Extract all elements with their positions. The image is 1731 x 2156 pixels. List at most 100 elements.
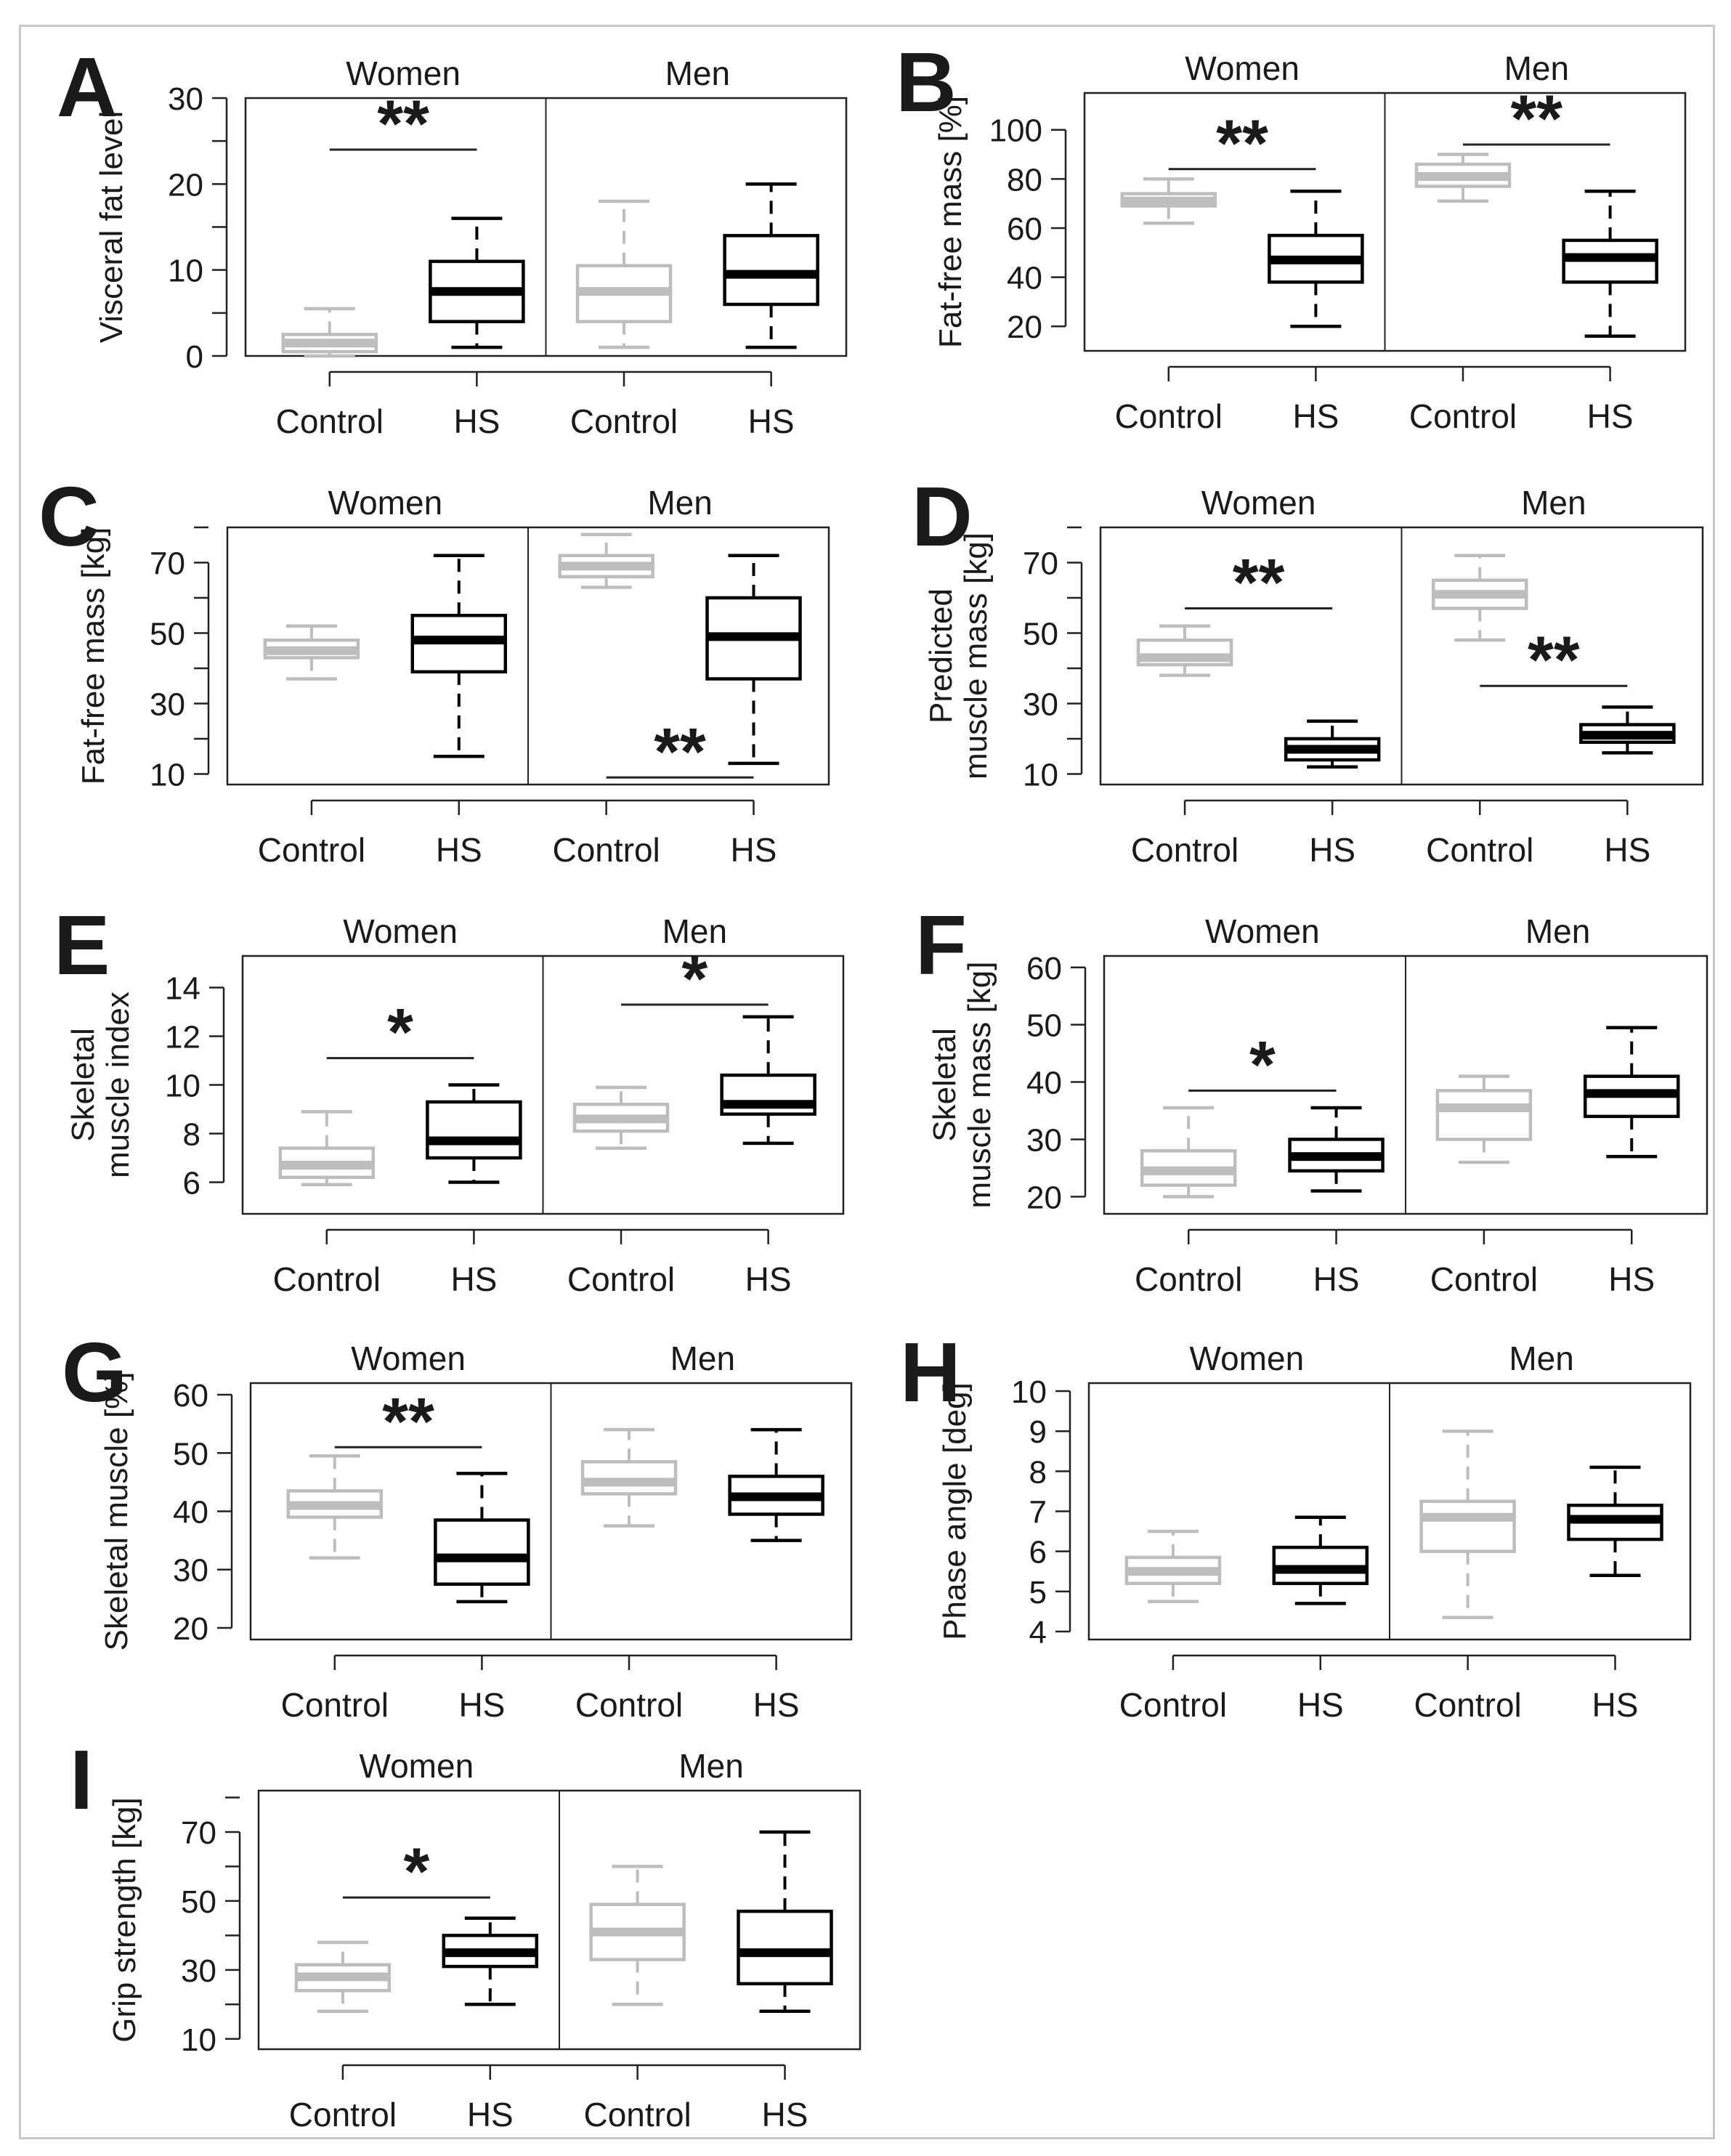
figure-frame bbox=[19, 25, 1715, 2139]
group-header-women: Women bbox=[1201, 484, 1316, 522]
y-tick-label: 60 bbox=[173, 1378, 208, 1414]
y-tick-label: 60 bbox=[1026, 951, 1062, 986]
y-tick-label: 7 bbox=[1029, 1495, 1047, 1531]
group-header-men: Men bbox=[1525, 912, 1590, 950]
box-men-control bbox=[580, 1427, 678, 1528]
y-tick-label: 40 bbox=[173, 1495, 208, 1531]
group-header-men: Men bbox=[1521, 484, 1586, 522]
y-tick-label: 80 bbox=[1007, 162, 1042, 198]
box-men-hs bbox=[1562, 189, 1658, 338]
box-women-control bbox=[1136, 624, 1233, 677]
y-tick-label: 30 bbox=[168, 81, 203, 117]
box-women-hs bbox=[434, 1472, 530, 1604]
y-tick-label: 10 bbox=[150, 757, 185, 793]
group-header-men: Men bbox=[1509, 1340, 1573, 1377]
y-axis-label: Visceral fat level bbox=[94, 111, 129, 344]
box-men-hs bbox=[723, 182, 819, 349]
panel-i: I Women Men 10 30 50 70 Grip strength [kg] Contr… bbox=[70, 1732, 862, 2133]
x-tick-label: Control bbox=[276, 402, 384, 440]
box-men-hs bbox=[737, 1830, 833, 2014]
y-axis-label: Grip strength [kg] bbox=[107, 1797, 142, 2042]
x-tick-label: Control bbox=[570, 402, 678, 440]
panel-e: E Women Men 6 8 10 12 14 Skeletal muscle index Con… bbox=[54, 898, 845, 1298]
significance-marker: * bbox=[387, 996, 413, 1070]
group-header-women: Women bbox=[1190, 1340, 1305, 1377]
box-men-control bbox=[1414, 153, 1512, 203]
y-tick-label: 70 bbox=[1023, 546, 1058, 581]
x-tick-label: Control bbox=[1135, 1260, 1242, 1298]
x-tick-label: HS bbox=[1587, 397, 1634, 435]
x-tick-label: Control bbox=[583, 2096, 691, 2133]
y-tick-label: 10 bbox=[165, 1069, 200, 1104]
box-women-hs bbox=[1284, 719, 1381, 769]
y-tick-label: 0 bbox=[186, 339, 203, 375]
y-axis-label: Phase angle [deg] bbox=[937, 1382, 973, 1640]
y-tick-label: 20 bbox=[168, 167, 203, 203]
x-tick-label: HS bbox=[1592, 1686, 1639, 1724]
x-tick-label: HS bbox=[450, 1260, 497, 1298]
box-iqr bbox=[580, 1460, 678, 1496]
significance-marker: ** bbox=[1216, 107, 1268, 181]
x-tick-label: HS bbox=[745, 1260, 792, 1298]
x-tick-label: HS bbox=[1309, 831, 1355, 869]
group-header-women: Women bbox=[346, 54, 461, 92]
box-men-control bbox=[589, 1865, 686, 2006]
y-tick-label: 20 bbox=[1026, 1180, 1062, 1215]
x-tick-label: Control bbox=[1426, 831, 1533, 869]
box-women-control bbox=[278, 1110, 376, 1187]
y-axis-label: muscle mass [kg] bbox=[962, 962, 997, 1209]
x-tick-label: HS bbox=[1292, 397, 1339, 435]
x-tick-label: Control bbox=[1430, 1260, 1538, 1298]
box-men-hs bbox=[1584, 1026, 1680, 1159]
y-tick-label: 30 bbox=[1023, 686, 1058, 722]
box-women-hs bbox=[1272, 1515, 1369, 1605]
x-tick-label: Control bbox=[1409, 397, 1517, 435]
group-header-men: Men bbox=[665, 54, 730, 92]
y-axis-label: Skeletal bbox=[927, 1028, 962, 1142]
significance-marker: * bbox=[1249, 1028, 1276, 1102]
y-tick-label: 50 bbox=[1023, 616, 1058, 652]
box-women-hs bbox=[429, 216, 525, 349]
x-tick-label: HS bbox=[731, 831, 777, 869]
box-women-control bbox=[281, 307, 378, 358]
x-tick-label: Control bbox=[258, 831, 365, 869]
panel-letter: I bbox=[70, 1732, 93, 1827]
y-axis-label: muscle mass [kg] bbox=[958, 532, 994, 779]
x-tick-label: HS bbox=[748, 402, 795, 440]
y-tick-label: 50 bbox=[150, 616, 185, 652]
group-header-men: Men bbox=[647, 484, 712, 522]
panel-letter: A bbox=[57, 40, 118, 134]
x-tick-label: Control bbox=[1119, 1686, 1227, 1724]
box-women-hs bbox=[1268, 189, 1364, 328]
panel-d: D Women Men 10 30 50 70 Predicted muscle mass [k… bbox=[912, 469, 1704, 869]
x-tick-label: HS bbox=[753, 1686, 800, 1724]
box-men-control bbox=[1435, 1074, 1533, 1164]
panel-letter: G bbox=[62, 1325, 127, 1419]
x-tick-label: Control bbox=[289, 2096, 397, 2133]
panel-c: C Women Men 10 30 50 70 Fat-free mass [kg] Contr… bbox=[38, 469, 830, 869]
box-men-hs bbox=[728, 1427, 824, 1542]
x-tick-label: Control bbox=[567, 1260, 675, 1298]
y-tick-label: 30 bbox=[173, 1553, 208, 1589]
panel-a: A Women Men 0 10 20 30 Visceral fat level Contro… bbox=[57, 40, 848, 440]
y-tick-label: 14 bbox=[165, 971, 200, 1007]
y-axis-label: Skeletal muscle [%] bbox=[99, 1372, 134, 1651]
x-tick-label: Control bbox=[575, 1686, 683, 1724]
y-tick-label: 8 bbox=[183, 1116, 200, 1152]
y-axis-label: Skeletal bbox=[65, 1028, 101, 1142]
y-tick-label: 30 bbox=[1026, 1122, 1062, 1158]
box-men-hs bbox=[705, 554, 802, 766]
y-tick-label: 60 bbox=[1007, 211, 1042, 247]
box-iqr bbox=[426, 1100, 522, 1160]
significance-marker: ** bbox=[1528, 623, 1580, 697]
y-tick-label: 10 bbox=[181, 2022, 216, 2058]
x-tick-label: HS bbox=[1604, 831, 1650, 869]
x-tick-label: HS bbox=[1608, 1260, 1655, 1298]
box-iqr bbox=[1435, 1089, 1533, 1141]
y-tick-label: 30 bbox=[181, 1953, 216, 1989]
y-axis-label: muscle index bbox=[100, 992, 136, 1178]
y-tick-label: 50 bbox=[173, 1436, 208, 1472]
y-tick-label: 40 bbox=[1026, 1066, 1062, 1101]
y-tick-label: 5 bbox=[1029, 1575, 1047, 1610]
